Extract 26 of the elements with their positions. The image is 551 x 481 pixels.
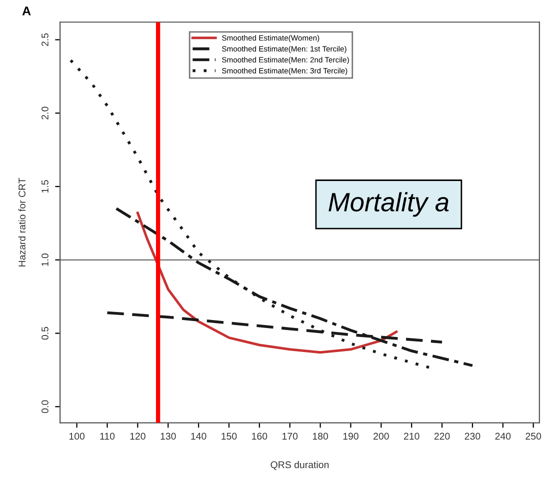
x-tick-label: 180 <box>312 432 328 440</box>
x-tick-label: 170 <box>282 432 298 440</box>
y-axis-title: Hazard ratio for CRT <box>18 178 26 266</box>
x-tick-label: 230 <box>464 432 480 440</box>
x-tick-label: 240 <box>495 432 511 440</box>
y-tick-label: 1.0 <box>42 254 48 266</box>
y-tick-label: 0.0 <box>42 400 48 414</box>
y-tick-label: 0.5 <box>42 326 48 340</box>
chart-title: A <box>22 6 31 16</box>
y-tick-label: 2.0 <box>42 106 48 120</box>
x-axis-title: QRS duration <box>270 461 329 470</box>
y-tick-label: 2.5 <box>42 33 48 46</box>
x-tick-label: 250 <box>526 432 542 440</box>
x-tick-label: 130 <box>160 432 176 440</box>
x-tick-label: 200 <box>374 432 389 440</box>
x-tick-label: 120 <box>130 432 146 440</box>
x-tick-label: 110 <box>100 432 115 440</box>
x-tick-label: 220 <box>434 432 450 440</box>
x-tick-label: 160 <box>252 432 268 440</box>
x-tick-label: 190 <box>343 432 358 440</box>
x-tick-label: 100 <box>69 432 85 440</box>
x-tick-label: 150 <box>222 432 237 440</box>
y-tick-label: 1.5 <box>42 180 48 193</box>
x-tick-label: 210 <box>404 432 420 440</box>
annotation: Mortality a <box>328 192 449 217</box>
x-tick-label: 140 <box>191 432 206 440</box>
